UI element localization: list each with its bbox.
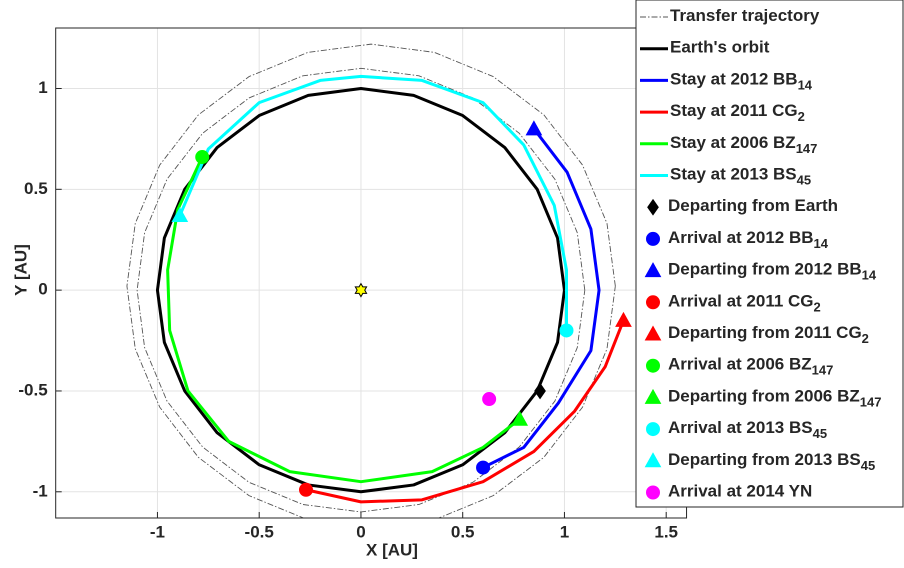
y-axis-label: Y [AU] xyxy=(11,244,30,296)
marker xyxy=(299,482,314,497)
legend-label-subscript: 2 xyxy=(862,331,869,346)
axes-box xyxy=(55,27,688,519)
legend-label-text: Stay at 2012 BB xyxy=(670,70,798,89)
legend-swatch xyxy=(646,358,660,373)
legend-label-subscript: 147 xyxy=(812,363,834,378)
marker xyxy=(559,323,574,338)
legend-label-subscript: 45 xyxy=(813,427,827,442)
legend-label: Departing from Earth xyxy=(668,197,838,216)
legend-label-text: Stay at 2013 BS xyxy=(670,165,797,184)
legend-label-subscript: 14 xyxy=(814,236,829,251)
x-tick-label: -1 xyxy=(150,522,165,541)
legend-swatch xyxy=(644,388,662,404)
legend-swatch xyxy=(646,231,660,246)
legend-label-text: Transfer trajectory xyxy=(670,6,820,25)
legend-label-text: Departing from 2011 CG xyxy=(668,323,862,342)
marker xyxy=(615,311,632,327)
legend-swatch xyxy=(646,295,660,310)
legend-label-text: Departing from 2012 BB xyxy=(668,260,862,279)
marker xyxy=(171,207,189,223)
legend-box xyxy=(635,0,904,508)
legend-label-text: Arrival at 2006 BZ xyxy=(668,355,812,374)
y-tick-label: -0.5 xyxy=(18,380,47,399)
series-line xyxy=(155,86,566,494)
series-line xyxy=(166,156,521,484)
legend-label: Transfer trajectory xyxy=(670,6,820,25)
legend: Transfer trajectory Earth's orbit Stay at … xyxy=(635,0,904,508)
x-tick-label: 1.5 xyxy=(654,522,678,541)
legend-label: Stay at 2013 BS45 xyxy=(670,165,811,188)
y-tick-label: -1 xyxy=(33,481,48,500)
legend-label-text: Arrival at 2013 BS xyxy=(668,419,813,438)
legend-label: Departing from 2013 BS45 xyxy=(668,450,875,473)
legend-swatch xyxy=(644,325,662,341)
y-tick-label: 0 xyxy=(38,280,47,299)
plot-area xyxy=(126,43,632,518)
legend-label-text: Departing from Earth xyxy=(668,197,838,216)
legend-swatch xyxy=(647,198,659,216)
legend-label: Departing from 2006 BZ147 xyxy=(668,387,881,410)
y-tick-label: 0.5 xyxy=(24,179,48,198)
legend-label: Stay at 2012 BB14 xyxy=(670,70,813,93)
legend-label: Arrival at 2013 BS45 xyxy=(668,419,827,442)
legend-label: Earth's orbit xyxy=(670,38,770,57)
legend-label-text: Departing from 2006 BZ xyxy=(668,387,860,406)
legend-label: Departing from 2012 BB14 xyxy=(668,260,877,283)
marker xyxy=(195,150,210,165)
legend-label-text: Earth's orbit xyxy=(670,38,770,57)
legend-label-subscript: 45 xyxy=(797,173,811,188)
legend-label-subscript: 2 xyxy=(798,110,805,125)
legend-label: Arrival at 2011 CG2 xyxy=(668,292,821,315)
grid xyxy=(55,28,687,518)
legend-swatch xyxy=(646,422,660,437)
legend-label: Stay at 2011 CG2 xyxy=(670,102,805,125)
y-tick-label: 1 xyxy=(38,78,47,97)
legend-label: Arrival at 2006 BZ147 xyxy=(668,355,833,378)
legend-label-text: Stay at 2011 CG xyxy=(670,102,798,121)
legend-label-subscript: 147 xyxy=(796,141,818,156)
marker xyxy=(476,460,491,475)
marker xyxy=(354,282,368,298)
marker xyxy=(525,120,543,136)
x-axis-label: X [AU] xyxy=(366,540,418,559)
legend-label-text: Departing from 2013 BS xyxy=(668,450,861,469)
legend-label-text: Stay at 2006 BZ xyxy=(670,133,796,152)
x-tick-label: 0.5 xyxy=(451,522,475,541)
legend-swatch xyxy=(646,485,660,500)
legend-label: Stay at 2006 BZ147 xyxy=(670,133,817,156)
legend-label-subscript: 14 xyxy=(798,78,813,93)
x-tick-label: 1 xyxy=(560,522,569,541)
x-tick-label: -0.5 xyxy=(245,522,274,541)
legend-label-text: Arrival at 2014 YN xyxy=(668,482,812,501)
series-line xyxy=(305,319,625,504)
axes: -1 -0.5 0 0.5 1 1.5 -1 -0.5 0 0.5 1 xyxy=(18,27,688,541)
legend-label: Arrival at 2014 YN xyxy=(668,482,812,501)
legend-label-subscript: 14 xyxy=(862,268,877,283)
legend-label-text: Arrival at 2011 CG xyxy=(668,292,814,311)
legend-label-subscript: 2 xyxy=(814,300,821,315)
x-tick-label: 0 xyxy=(356,522,365,541)
series-line xyxy=(482,127,601,469)
series-line xyxy=(126,43,616,518)
legend-label-subscript: 45 xyxy=(861,458,875,473)
legend-label-subscript: 147 xyxy=(860,395,882,410)
legend-label: Arrival at 2012 BB14 xyxy=(668,228,829,251)
legend-label: Departing from 2011 CG2 xyxy=(668,323,869,346)
marker xyxy=(511,410,529,426)
legend-label-text: Arrival at 2012 BB xyxy=(668,228,814,247)
series-line xyxy=(178,74,568,331)
marker xyxy=(534,382,546,400)
legend-swatch xyxy=(644,262,662,278)
legend-swatch xyxy=(644,452,662,468)
marker xyxy=(482,392,497,407)
